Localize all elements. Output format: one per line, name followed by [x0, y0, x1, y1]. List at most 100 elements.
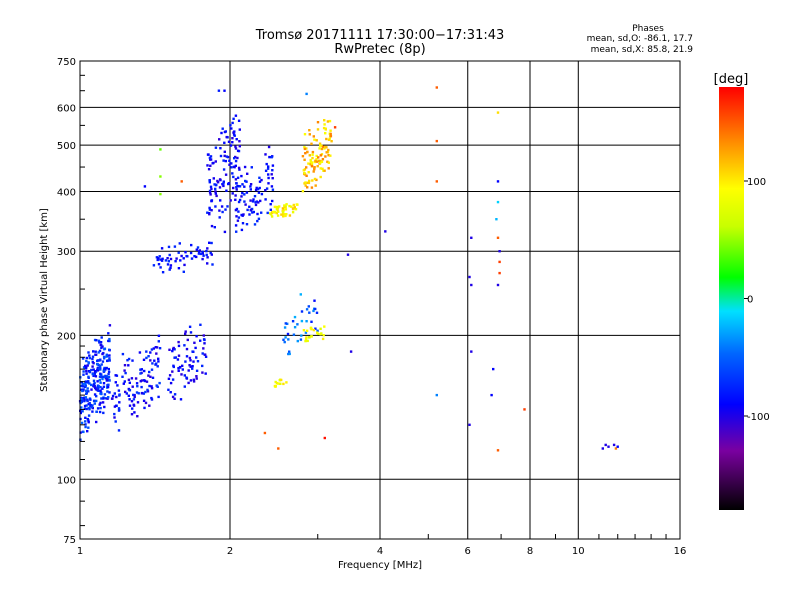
data-point: [249, 183, 253, 186]
data-point: [87, 390, 90, 393]
data-point: [325, 151, 328, 154]
data-point: [83, 404, 87, 408]
data-point: [155, 384, 158, 387]
data-point: [319, 175, 322, 179]
data-point: [206, 256, 209, 259]
data-point: [213, 183, 216, 186]
colorbar: [719, 87, 744, 510]
data-point: [84, 416, 87, 419]
data-point: [94, 375, 98, 378]
data-point: [139, 372, 142, 375]
data-point: [208, 212, 211, 215]
data-point: [214, 190, 217, 193]
data-point: [282, 215, 285, 218]
data-point: [87, 414, 91, 417]
stats-line-x: mean, sd,X: 85.8, 21.9: [591, 45, 694, 55]
data-point: [157, 257, 160, 260]
data-point: [145, 380, 149, 383]
data-point: [101, 387, 104, 390]
data-point: [92, 362, 95, 365]
data-point: [89, 398, 92, 401]
data-point: [92, 374, 95, 377]
data-point: [281, 207, 285, 210]
data-point: [196, 360, 200, 363]
data-point: [250, 166, 253, 169]
data-point: [310, 163, 314, 166]
data-point: [310, 335, 313, 338]
data-point: [137, 392, 140, 395]
data-point: [313, 138, 316, 141]
data-point: [218, 138, 221, 141]
data-point: [166, 263, 170, 266]
data-point: [91, 372, 94, 376]
data-point: [612, 443, 616, 447]
data-point: [164, 259, 168, 262]
data-point: [265, 162, 268, 166]
data-point: [121, 352, 125, 356]
chart-title: Tromsø 20171111 17:30:00−17:31:43: [255, 28, 505, 43]
data-point: [251, 200, 255, 203]
data-point: [275, 381, 279, 385]
data-point: [128, 381, 131, 384]
data-point: [173, 397, 176, 400]
data-point: [233, 157, 236, 160]
data-point: [127, 357, 131, 361]
data-point: [107, 370, 111, 374]
data-point: [188, 325, 192, 328]
data-point: [151, 362, 154, 365]
data-point: [193, 255, 196, 258]
data-point: [82, 370, 85, 373]
data-point: [88, 382, 91, 385]
data-point: [271, 164, 275, 167]
data-point: [282, 382, 285, 386]
data-point: [236, 156, 239, 160]
data-point: [287, 352, 290, 356]
data-point: [278, 379, 281, 382]
data-point: [498, 260, 501, 264]
data-point: [113, 416, 116, 419]
data-point: [280, 378, 283, 382]
data-point: [103, 393, 107, 396]
data-point: [85, 366, 88, 369]
colorbar-tick-label: -100: [747, 412, 770, 423]
data-point: [234, 198, 237, 201]
data-point: [89, 405, 92, 408]
data-point: [210, 187, 213, 191]
data-point: [90, 405, 93, 409]
data-point: [79, 411, 82, 415]
data-point: [192, 360, 195, 363]
data-point: [306, 150, 309, 154]
data-point: [197, 252, 201, 255]
data-point: [238, 168, 241, 171]
data-point: [253, 195, 257, 198]
y-tick-label: 600: [57, 103, 76, 114]
data-point: [285, 203, 288, 206]
data-point: [159, 148, 162, 151]
data-point: [115, 395, 118, 399]
data-point: [101, 352, 104, 356]
data-point: [184, 330, 187, 333]
data-point: [195, 255, 198, 259]
data-point: [310, 142, 313, 145]
data-point: [182, 257, 185, 260]
data-point: [260, 211, 263, 214]
data-point: [185, 254, 188, 258]
data-point: [92, 379, 96, 382]
data-point: [234, 114, 238, 117]
data-point: [144, 390, 147, 394]
data-point: [138, 351, 142, 354]
data-point: [349, 350, 353, 353]
data-point: [315, 139, 318, 142]
data-point: [196, 246, 200, 249]
data-point: [177, 251, 180, 254]
data-point: [167, 388, 170, 391]
data-point: [208, 179, 211, 182]
data-point: [312, 309, 315, 313]
data-point: [323, 436, 326, 440]
x-tick-label: 2: [227, 546, 233, 557]
data-point: [296, 339, 299, 343]
data-point: [152, 264, 156, 267]
data-point: [113, 405, 117, 408]
data-point: [128, 404, 132, 407]
data-point: [316, 331, 319, 334]
